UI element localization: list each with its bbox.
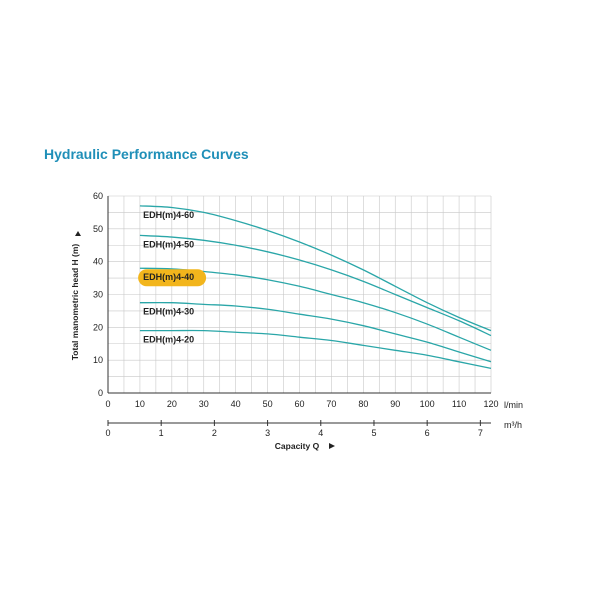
series-highlight-badge (138, 269, 207, 287)
x-tick-label: 40 (231, 399, 241, 409)
x-axis-arrow-icon (329, 443, 335, 449)
series-label: EDH(m)4-30 (143, 307, 194, 317)
series-label: EDH(m)4-40 (143, 272, 194, 282)
chart-grid (107, 195, 492, 394)
x2-tick-label: 7 (478, 428, 483, 438)
y-axis-label: Total manometric head H (m) (70, 244, 80, 361)
x-tick-label: 60 (294, 399, 304, 409)
x-tick-label: 100 (420, 399, 435, 409)
y-axis-arrow-icon (75, 231, 81, 236)
series-label: EDH(m)4-60 (143, 210, 194, 220)
x-tick-label: 50 (263, 399, 273, 409)
x-tick-label: 80 (358, 399, 368, 409)
x2-tick-label: 1 (159, 428, 164, 438)
x-tick-label: 70 (326, 399, 336, 409)
x2-tick-label: 4 (318, 428, 323, 438)
x-tick-label: 30 (199, 399, 209, 409)
x-tick-labels: 0 10 20 30 40 50 60 70 80 90 100 110 120 (105, 399, 498, 409)
x-unit-label: l/min (504, 400, 523, 410)
series-labels: EDH(m)4-60 EDH(m)4-50 EDH(m)4-40 EDH(m)4-30… (138, 210, 207, 345)
secondary-x-axis: 0 1 2 3 4 5 6 7 (105, 420, 491, 438)
y-tick-label: 30 (93, 290, 103, 300)
y-tick-label: 0 (98, 388, 103, 398)
page-title: Hydraulic Performance Curves (44, 146, 249, 162)
x-tick-label: 20 (167, 399, 177, 409)
y-tick-label: 10 (93, 355, 103, 365)
series-line (139, 329, 492, 370)
series-label: EDH(m)4-50 (143, 239, 194, 249)
series-label: EDH(m)4-20 (143, 335, 194, 345)
x2-tick-label: 2 (212, 428, 217, 438)
chart-axes (107, 196, 491, 394)
y-tick-label: 40 (93, 257, 103, 267)
y-tick-labels: 0 10 20 30 40 50 60 (93, 191, 103, 398)
series-line (139, 234, 492, 337)
x-tick-label: 120 (483, 399, 498, 409)
x2-tick-label: 6 (425, 428, 430, 438)
x2-unit-label: m³/h (504, 420, 522, 430)
series-line (139, 205, 492, 332)
x2-tick-label: 5 (371, 428, 376, 438)
x-tick-label: 10 (135, 399, 145, 409)
y-tick-label: 50 (93, 224, 103, 234)
x-axis-label: Capacity Q (275, 441, 320, 451)
y-tick-label: 60 (93, 191, 103, 201)
x-tick-label: 90 (390, 399, 400, 409)
x-tick-label: 110 (452, 399, 466, 409)
y-tick-label: 20 (93, 322, 103, 332)
x2-tick-label: 0 (105, 428, 110, 438)
x-tick-label: 0 (105, 399, 110, 409)
series-line (139, 301, 492, 363)
series-curves (139, 205, 492, 370)
x2-tick-label: 3 (265, 428, 270, 438)
